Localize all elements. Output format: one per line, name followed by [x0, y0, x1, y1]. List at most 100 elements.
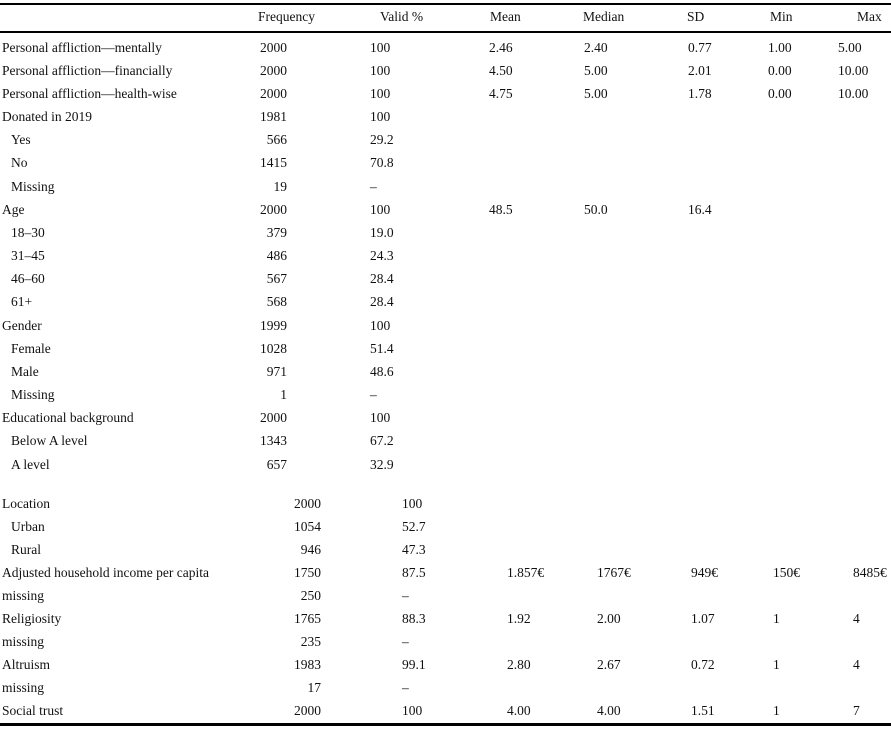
table-row: Adjusted household income per capita 1750…: [0, 561, 891, 584]
row-label: missing: [2, 633, 45, 649]
cell-frequency: 1343: [260, 433, 287, 449]
row-label: Social trust: [2, 702, 64, 718]
cell-min: 1: [773, 610, 780, 626]
cell-frequency: 971: [266, 363, 287, 379]
cell-frequency: 1028: [260, 340, 287, 356]
cell-valid-percent: 29.2: [370, 132, 394, 148]
cell-valid-percent: 48.6: [370, 363, 394, 379]
table-row: Social trust 2000 100 4.00 4.00 1.51 1 7: [0, 699, 891, 722]
table-row: Below A level 1343 67.2: [0, 429, 891, 452]
column-header-median: Median: [583, 9, 625, 24]
row-label: Gender: [2, 317, 42, 333]
cell-max: 7: [853, 702, 860, 718]
cell-valid-percent: –: [402, 587, 409, 603]
column-header-valid-percent: Valid %: [380, 9, 424, 24]
cell-min: 0.00: [768, 62, 792, 78]
cell-mean: 4.50: [489, 62, 513, 78]
cell-median: 2.40: [584, 39, 608, 55]
cell-frequency: 2000: [260, 62, 287, 78]
row-label: 46–60: [11, 271, 45, 287]
row-label: Religiosity: [2, 610, 62, 626]
cell-frequency: 250: [300, 587, 321, 603]
row-label: A level: [11, 456, 50, 472]
table-row: 18–30 379 19.0: [0, 221, 891, 244]
row-label: Altruism: [2, 656, 51, 672]
cell-valid-percent: 87.5: [402, 564, 426, 580]
table-header-rule: [0, 30, 891, 34]
table-row: Personal affliction—mentally 2000 100 2.46 2…: [0, 36, 891, 59]
cell-max: 4: [853, 610, 860, 626]
cell-valid-percent: 88.3: [402, 610, 426, 626]
cell-frequency: 1415: [260, 155, 287, 171]
cell-min: 0.00: [768, 85, 792, 101]
cell-valid-percent: 47.3: [402, 541, 426, 557]
cell-valid-percent: 67.2: [370, 433, 394, 449]
row-label: Location: [2, 495, 50, 511]
cell-valid-percent: 100: [370, 39, 391, 55]
table-row: Personal affliction—financially 2000 100 4.…: [0, 59, 891, 82]
table-row: Personal affliction—health-wise 2000 100 4.…: [0, 82, 891, 105]
cell-valid-percent: 51.4: [370, 340, 394, 356]
table-row: Rural 946 47.3: [0, 538, 891, 561]
row-label: Yes: [11, 132, 31, 148]
row-label: Rural: [11, 541, 41, 557]
cell-frequency: 1054: [294, 518, 321, 534]
cell-sd: 0.77: [688, 39, 712, 55]
cell-mean: 2.80: [507, 656, 531, 672]
row-label: Missing: [11, 178, 55, 194]
cell-valid-percent: 70.8: [370, 155, 394, 171]
cell-min: 1: [773, 702, 780, 718]
cell-median: 5.00: [584, 85, 608, 101]
row-label: Missing: [11, 387, 55, 403]
cell-median: 1767€: [597, 564, 631, 580]
table-row: Missing 1 –: [0, 383, 891, 406]
row-label: Male: [11, 363, 39, 379]
cell-min: 1.00: [768, 39, 792, 55]
column-header-sd: SD: [687, 9, 705, 24]
cell-frequency: 2000: [294, 702, 321, 718]
cell-mean: 1.92: [507, 610, 531, 626]
table-top-rule: [0, 2, 891, 6]
cell-sd: 949€: [691, 564, 718, 580]
table-row: Male 971 48.6: [0, 360, 891, 383]
table-row: missing 17 –: [0, 676, 891, 699]
cell-frequency: 657: [266, 456, 287, 472]
cell-frequency: 946: [300, 541, 321, 557]
cell-valid-percent: 19.0: [370, 224, 394, 240]
cell-frequency: 2000: [260, 39, 287, 55]
cell-valid-percent: 100: [370, 201, 391, 217]
cell-frequency: 486: [266, 248, 287, 264]
cell-sd: 1.78: [688, 85, 712, 101]
table-bottom-rule: [0, 723, 891, 726]
cell-sd: 2.01: [688, 62, 712, 78]
cell-sd: 1.07: [691, 610, 715, 626]
table-row: Location 2000 100: [0, 492, 891, 515]
column-header-frequency: Frequency: [258, 9, 315, 24]
row-label: missing: [2, 679, 45, 695]
cell-frequency: 1999: [260, 317, 287, 333]
cell-mean: 48.5: [489, 201, 513, 217]
table-row: 46–60 567 28.4: [0, 267, 891, 290]
cell-frequency: 566: [266, 132, 287, 148]
row-label: Urban: [11, 518, 45, 534]
cell-frequency: 1983: [294, 656, 321, 672]
cell-median: 5.00: [584, 62, 608, 78]
cell-mean: 4.00: [507, 702, 531, 718]
row-label: No: [11, 155, 28, 171]
table-row: 31–45 486 24.3: [0, 244, 891, 267]
cell-valid-percent: 100: [402, 702, 423, 718]
table-row: Religiosity 1765 88.3 1.92 2.00 1.07 1 4: [0, 607, 891, 630]
table-row: Donated in 2019 1981 100: [0, 105, 891, 128]
cell-median: 50.0: [584, 201, 608, 217]
table-row: Urban 1054 52.7: [0, 515, 891, 538]
cell-mean: 2.46: [489, 39, 513, 55]
table-row: missing 250 –: [0, 584, 891, 607]
table-row: 61+ 568 28.4: [0, 290, 891, 313]
cell-valid-percent: 24.3: [370, 248, 394, 264]
row-label: Donated in 2019: [2, 109, 92, 124]
cell-sd: 0.72: [691, 656, 715, 672]
cell-mean: 1.857€: [507, 564, 545, 580]
cell-max: 10.00: [838, 85, 869, 101]
cell-frequency: 1981: [260, 109, 287, 124]
table-row: Age 2000 100 48.5 50.0 16.4: [0, 198, 891, 221]
